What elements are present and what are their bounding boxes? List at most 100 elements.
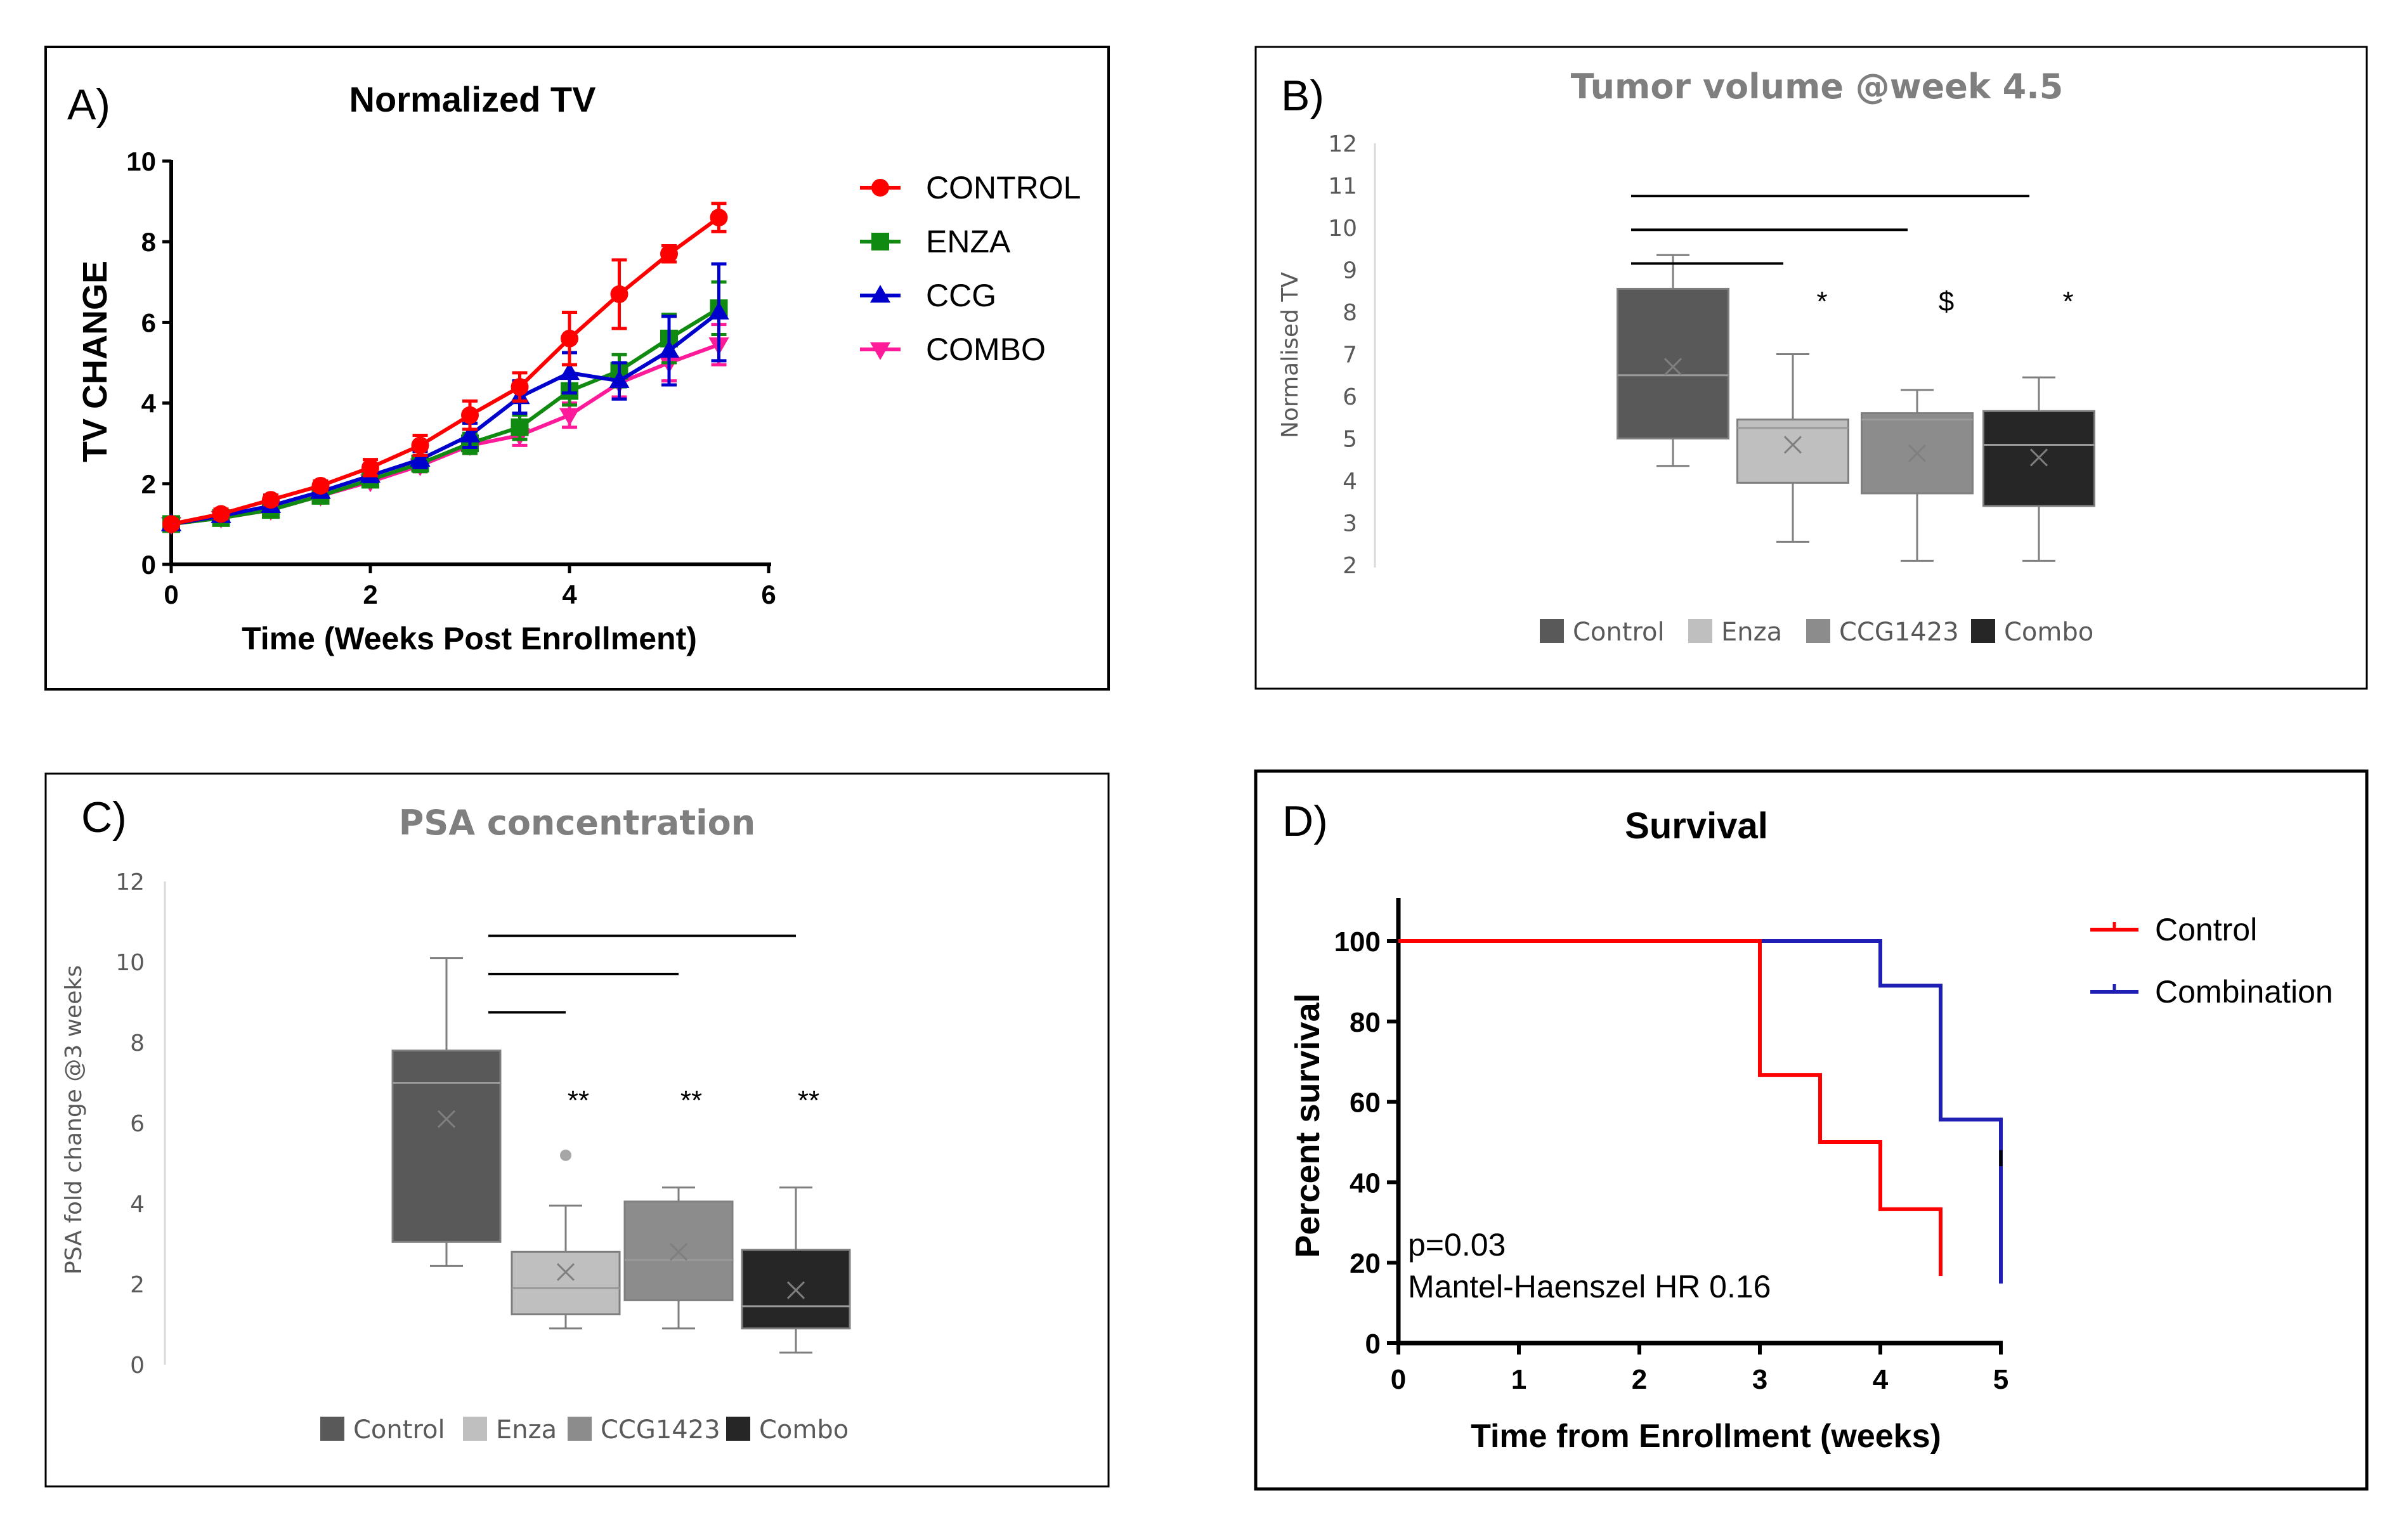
panel-a-point [559,408,580,426]
panel-c-letter: C) [81,793,127,841]
panel-a-y-tick-label: 8 [141,227,156,257]
panel-c-legend-swatch [463,1417,487,1441]
panel-d-y-tick-label: 40 [1350,1167,1381,1199]
panel-a-y-tick-label: 2 [141,469,156,499]
panel-c-mean-marker [437,1110,456,1128]
panel-a-y-tick-label: 10 [126,146,156,176]
panel-a-point [511,418,529,436]
panel-a-point [609,370,630,388]
panel-c-mean-marker [669,1243,688,1261]
panel-c-plot: PSA fold change @3 weeks 0 2 4 6 8 10 12 ** ** **… [61,869,851,1445]
panel-a-legend-marker [869,342,891,360]
panel-c-mean-marker [786,1281,805,1299]
panel-a-x-tick-label: 4 [562,580,577,609]
panel-c-y-tick-label: 6 [130,1111,145,1137]
panel-b-mean-marker [1908,444,1927,462]
panel-a-frame [44,46,1110,691]
panel-c-ylabel: PSA fold change @3 weeks [61,965,87,1275]
panel-a-y-tick-label: 6 [141,308,156,337]
panel-d-x-tick-label: 0 [1391,1364,1406,1395]
panel-a-line-enza [171,306,720,526]
panel-c-legend-label: CCG1423 [601,1415,720,1445]
panel-d-frame [1254,769,2369,1491]
panel-b-mean-marker [2029,448,2048,467]
panel-c-legend-label: Control [353,1415,445,1445]
panel-b-significance: * [2062,286,2073,317]
panel-c-box-iqr [391,1049,502,1243]
panel-b-y-tick-label: 4 [1343,469,1357,495]
panel-b-y-tick-label: 8 [1343,300,1357,326]
panel-b-legend-label: Control [1573,618,1665,647]
panel-c-y-tick-label: 12 [115,869,145,895]
panel-a-point [561,329,578,348]
panel-c-box-ccg1423: ** [623,1085,734,1330]
panel-c-significance: ** [798,1085,819,1116]
panel-a-point [461,406,479,424]
panel-b-plot: Normalised TV 2 3 4 5 6 7 8 9 10 11 12 * $ * Control En… [1277,131,2095,647]
panel-d-y-tick-label: 20 [1350,1248,1381,1279]
panel-a-ylabel: TV CHANGE [76,261,114,462]
panel-c-significance: ** [568,1085,589,1116]
panel-b-y-tick-label: 10 [1328,216,1357,242]
panel-c-box-iqr [511,1251,621,1316]
panel-b-legend-swatch [1540,619,1564,643]
panel-b-significance: $ [1939,286,1954,317]
panel-c-outlier [560,1149,571,1161]
panel-d-title: Survival [1625,805,1768,847]
panel-a-point [411,436,429,455]
panel-b-legend-label: CCG1423 [1839,618,1959,647]
panel-c-legend-swatch [568,1417,592,1441]
panel-d-x-tick-label: 4 [1873,1364,1889,1395]
panel-b-box-iqr [1617,287,1729,439]
panel-b-legend-swatch [1806,619,1830,643]
panel-a-plot: Time (Weeks Post Enrollment) TV CHANGE 0… [76,146,1081,656]
panel-d-legend-label: Combination [2155,974,2333,1010]
panel-b-legend-label: Enza [1721,618,1782,647]
panel-b-box-combo: * [1982,286,2095,562]
panel-a-point [262,491,280,509]
panel-d-y-tick-label: 60 [1350,1088,1381,1119]
panel-b-y-tick-label: 7 [1343,342,1357,368]
panel-b-mean-marker [1663,358,1682,376]
panel-b-box-ccg1423: $ [1861,286,1974,562]
panel-b-box-enza: * [1736,286,1849,543]
panel-a-point [660,245,678,263]
panel-a-point [710,209,728,227]
panel-b-title: Tumor volume @week 4.5 [1571,67,2064,107]
panel-a-point [361,458,379,477]
panel-c-frame [44,772,1110,1488]
panel-d-curve-combination [1398,939,2003,1284]
panel-c-y-tick-label: 0 [130,1353,145,1379]
panel-d-annotation-p: p=0.03 [1408,1227,1506,1263]
panel-c-y-tick-label: 10 [115,950,145,976]
panel-b-legend-swatch [1688,619,1712,643]
panel-d-letter: D) [1282,797,1328,845]
panel-c-y-tick-label: 4 [130,1192,145,1218]
panel-a-x-tick-label: 6 [761,580,776,609]
panel-b-y-tick-label: 6 [1343,384,1357,410]
panel-d-x-tick-label: 3 [1752,1364,1767,1395]
panel-c-title: PSA concentration [399,803,755,843]
panel-a-y-tick-label: 0 [141,550,156,580]
panel-a-legend-label: CCG [926,278,996,313]
panel-c-y-tick-label: 2 [130,1272,145,1298]
panel-a-point [311,476,330,495]
panel-c-box-control [391,957,502,1267]
panel-b-y-tick-label: 12 [1328,131,1357,157]
panel-b-frame [1254,46,2368,690]
panel-a-xlabel: Time (Weeks Post Enrollment) [242,621,697,656]
panel-a-legend-label: CONTROL [926,170,1081,205]
panel-d-x-tick-label: 2 [1632,1364,1647,1395]
panel-a-point [410,448,431,467]
panel-a-legend-marker [871,233,889,250]
panel-a-x-tick-label: 2 [363,580,377,609]
panel-c-legend-swatch [320,1417,344,1441]
panel-a-x-tick-label: 0 [164,580,178,609]
panel-a-line-ccg [171,311,720,526]
panel-c-legend-label: Combo [759,1415,849,1445]
panel-d-y-tick-label: 0 [1365,1329,1381,1360]
panel-b-y-tick-label: 3 [1343,511,1357,537]
panel-a-series-enza [162,280,728,533]
panel-a-y-tick-label: 4 [141,389,157,419]
